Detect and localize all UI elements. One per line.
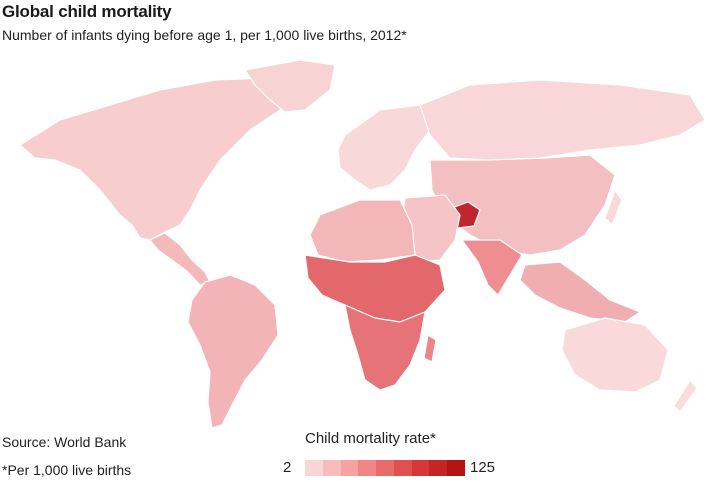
legend-swatch-6	[411, 460, 430, 476]
legend-swatch-2	[340, 460, 359, 476]
region-southeast-asia	[519, 261, 641, 323]
legend-color-scale	[305, 460, 466, 476]
footnote: *Per 1,000 live births	[2, 462, 132, 478]
legend-max-label: 125	[470, 459, 496, 476]
region-africa-south	[344, 304, 426, 391]
legend-swatch-8	[447, 460, 466, 476]
legend-swatch-0	[305, 460, 323, 476]
legend-swatch-7	[429, 460, 448, 476]
region-north-africa	[309, 199, 416, 263]
legend-min-label: 2	[283, 459, 292, 476]
legend-swatch-3	[358, 460, 377, 476]
region-new-zealand	[673, 379, 698, 413]
region-russia	[419, 79, 706, 161]
region-central-america	[149, 232, 211, 286]
legend-swatch-1	[322, 460, 341, 476]
region-europe	[337, 104, 431, 191]
region-north-america	[19, 77, 301, 241]
region-greenland	[244, 59, 336, 113]
region-madagascar	[423, 334, 437, 363]
world-map	[19, 59, 706, 429]
region-australia	[561, 317, 669, 393]
region-asia	[429, 154, 616, 256]
legend-swatch-5	[393, 460, 412, 476]
map-subtitle: Number of infants dying before age 1, pe…	[2, 27, 407, 43]
legend-title: Child mortality rate*	[305, 430, 436, 447]
map-title: Global child mortality	[2, 2, 172, 21]
legend-swatch-4	[376, 460, 394, 476]
region-south-asia	[461, 239, 523, 296]
region-south-america	[187, 274, 279, 429]
source-note: Source: World Bank	[2, 434, 127, 450]
region-japan	[604, 189, 623, 226]
